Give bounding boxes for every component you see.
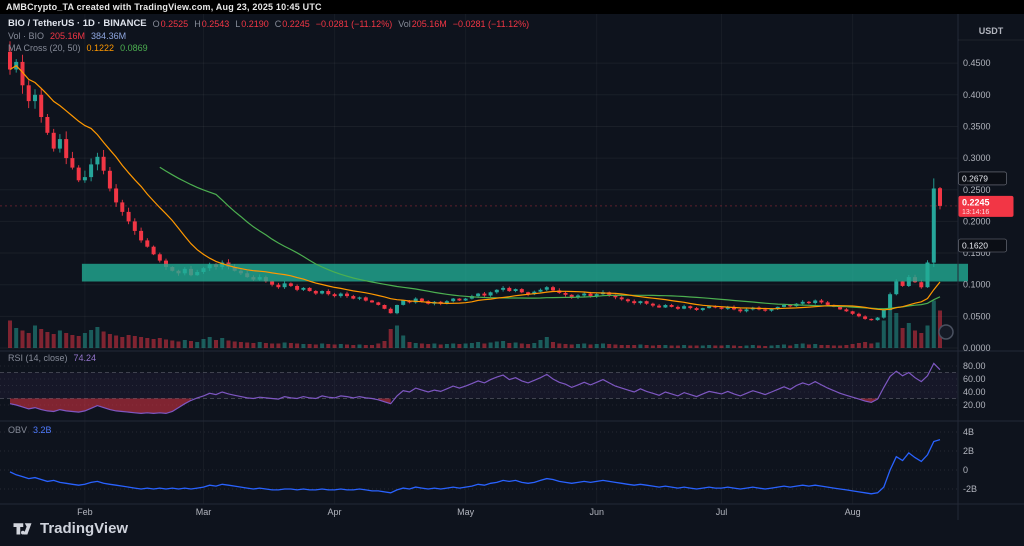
ma-cross-label: MA Cross (20, 50)	[8, 42, 81, 53]
axis-label: 0.0500	[963, 311, 991, 321]
axis-label: 0.2000	[963, 216, 991, 226]
tradingview-logo[interactable]: TradingView	[12, 518, 128, 539]
axis-label: 20.00	[963, 400, 986, 410]
axis-label: 60.00	[963, 374, 986, 384]
ma-fast-line	[9, 64, 941, 311]
rsi-value: 74.24	[73, 353, 97, 363]
axis-label: 2B	[963, 446, 974, 456]
time-axis-label: Jul	[716, 507, 728, 517]
tradingview-logo-icon	[13, 523, 32, 535]
axis-label: -2B	[963, 484, 977, 494]
price-level-tag	[958, 171, 1007, 186]
obv-value: 3.2B	[33, 425, 52, 435]
obv-layer	[9, 438, 941, 495]
obv-line	[9, 438, 941, 495]
time-axis-label: Mar	[196, 507, 212, 517]
time-axis[interactable]: Feb Mar Apr May Jun Jul Aug	[77, 507, 860, 517]
rsi-legend[interactable]: RSI (14, close) 74.24	[8, 353, 96, 363]
axis-label: 4B	[963, 427, 974, 437]
rsi-layer	[9, 362, 941, 415]
ma-slow-line	[159, 166, 941, 310]
rsi-line	[9, 362, 941, 415]
time-axis-label: Feb	[77, 507, 93, 517]
time-axis-label: Aug	[845, 507, 861, 517]
ma-slow-value: 0.0869	[120, 42, 148, 53]
tradingview-wordmark: TradingView	[40, 520, 129, 537]
volume-indicator-label: Vol · BIO	[8, 30, 45, 41]
volume-indicator-value: 205.16M	[50, 30, 86, 41]
low-value: L 0.2190	[235, 18, 269, 29]
legend-row-ma-cross[interactable]: MA Cross (20, 50) 0.1222 0.0869	[8, 42, 529, 53]
axis-label: 0.0000	[963, 343, 991, 353]
axis-label: 0.4500	[963, 58, 991, 68]
ma-fast-value: 0.1222	[86, 42, 115, 53]
axis-label: 0.1500	[963, 248, 991, 258]
price-level-tag	[958, 238, 1007, 253]
price-axis[interactable]: USDT 0.4500 0.4000 0.3500 0.3000 0.2500 0.2000…	[958, 26, 1014, 494]
high-value: H 0.2543	[194, 18, 230, 29]
legend-row-volume[interactable]: Vol · BIO 205.16M 384.36M	[8, 30, 529, 41]
volume-ma-value: 384.36M	[91, 30, 127, 41]
axis-label: 13:14:16	[962, 209, 989, 216]
symbol-title[interactable]: BIO / TetherUS · 1D · BINANCE	[8, 18, 147, 29]
quote-currency-label: USDT	[979, 26, 1004, 36]
attribution-text: AMBCrypto_TA created with TradingView.co…	[6, 2, 322, 12]
time-axis-label: May	[457, 507, 475, 517]
axis-label: 0	[963, 465, 968, 475]
volume-value: Vol 205.16M	[398, 18, 447, 29]
time-axis-label: Apr	[328, 507, 342, 517]
event-marker-icon	[938, 324, 954, 340]
close-value: C 0.2245	[274, 18, 310, 29]
axis-label: 0.1620	[962, 240, 988, 250]
change-value: −0.0281 (−11.12%)	[315, 18, 393, 29]
axis-label: 0.2500	[963, 185, 991, 195]
rsi-label: RSI (14, close)	[8, 353, 68, 363]
grid-layer	[0, 14, 958, 504]
axis-label: 40.00	[963, 387, 986, 397]
supply-zone-band	[81, 263, 968, 282]
obv-legend[interactable]: OBV 3.2B	[8, 425, 52, 435]
axis-label: 0.2679	[962, 173, 988, 183]
chart-canvas[interactable]: USDT 0.4500 0.4000 0.3500 0.3000 0.2500 0.2000…	[0, 14, 1024, 546]
attribution-bar: AMBCrypto_TA created with TradingView.co…	[0, 0, 1024, 14]
volume-change-value: −0.0281 (−11.12%)	[452, 18, 530, 29]
last-price-tag[interactable]	[958, 195, 1014, 217]
axis-label: 0.1000	[963, 280, 991, 290]
axis-label: 0.3000	[963, 153, 991, 163]
axis-label: 0.3500	[963, 121, 991, 131]
time-axis-label: Jun	[589, 507, 604, 517]
pane-separators	[0, 14, 1024, 520]
obv-label: OBV	[8, 425, 28, 435]
open-value: O 0.2525	[152, 18, 189, 29]
axis-label: 0.2245	[962, 197, 990, 207]
axis-label: 0.4000	[963, 90, 991, 100]
axis-label: 80.00	[963, 361, 986, 371]
